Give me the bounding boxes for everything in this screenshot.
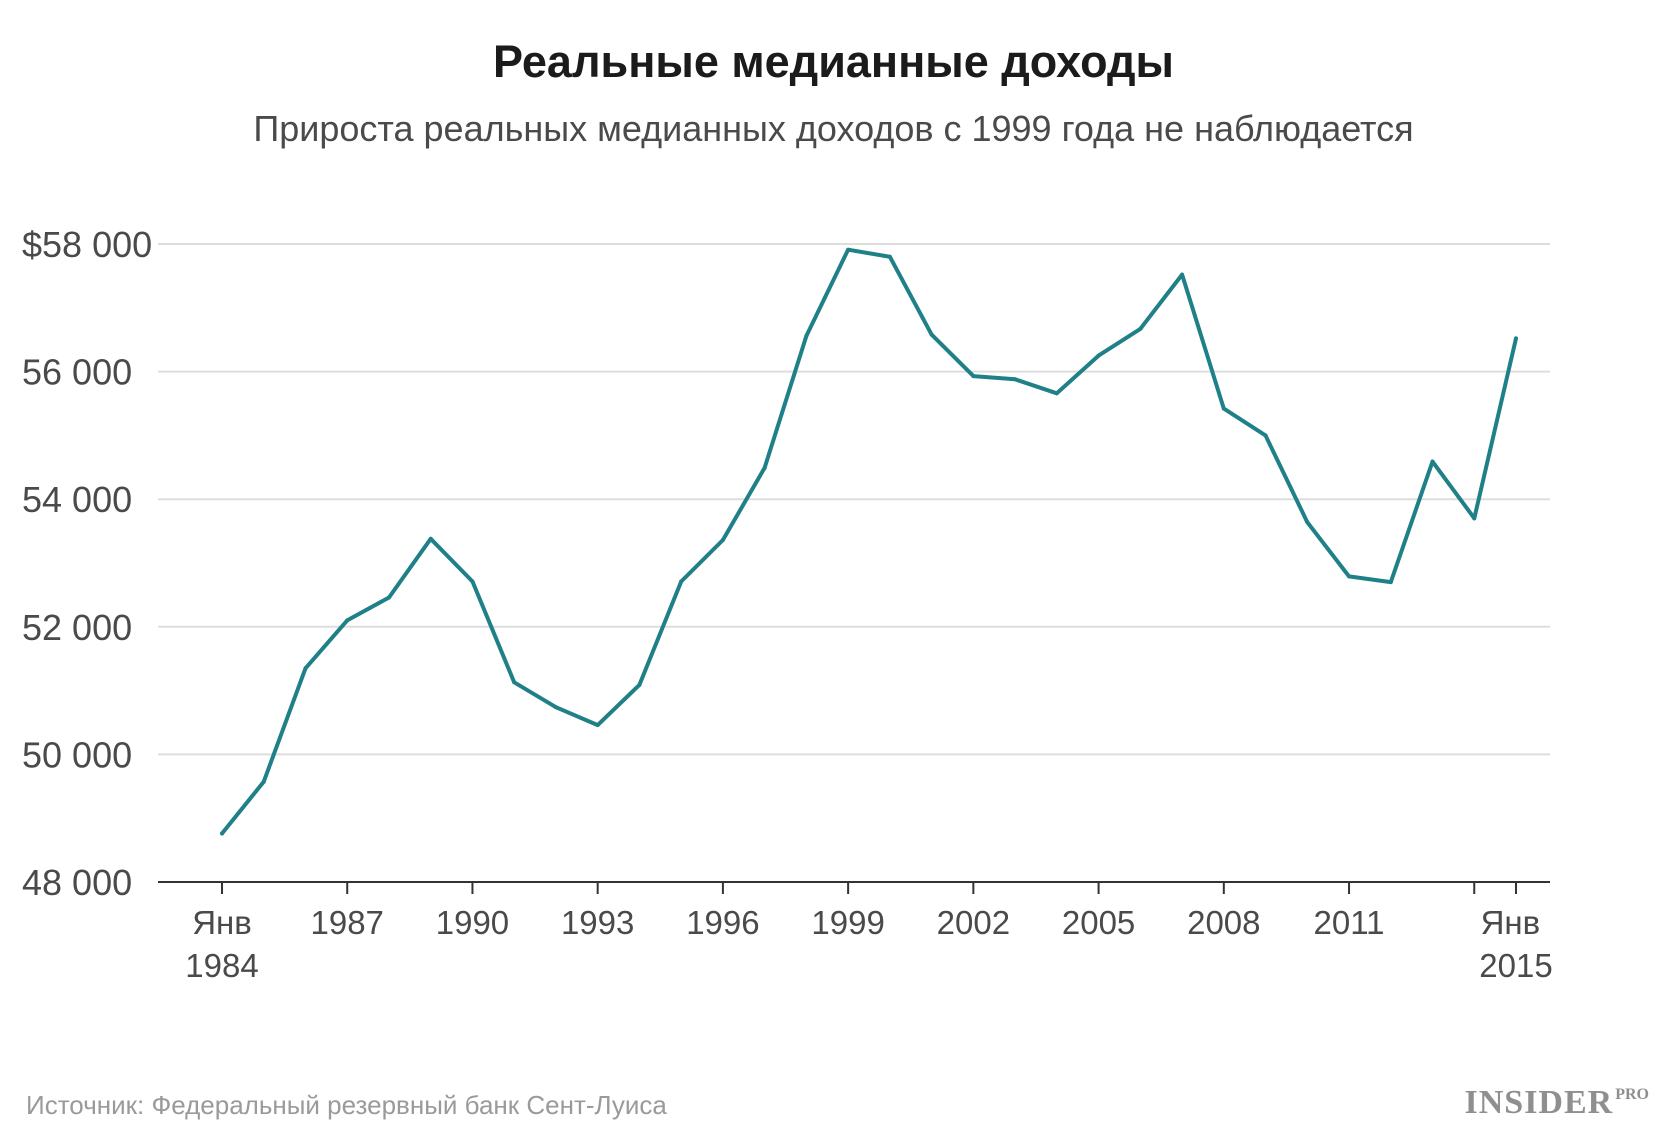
data-point bbox=[929, 332, 934, 337]
x-tick-label: Янв bbox=[1481, 904, 1541, 941]
data-point bbox=[1013, 377, 1018, 382]
data-point bbox=[1388, 580, 1393, 585]
data-point bbox=[1221, 406, 1226, 411]
data-point bbox=[762, 465, 767, 470]
data-point bbox=[1054, 391, 1059, 396]
data-point bbox=[553, 705, 558, 710]
tick-labels: $58 000 56 000 54 000 52 000 50 000 48 000 Янв… bbox=[22, 224, 1553, 984]
data-point bbox=[512, 680, 517, 685]
x-tick-label: 1999 bbox=[811, 904, 884, 941]
x-tick-label: Янв bbox=[192, 904, 252, 941]
data-point bbox=[846, 247, 851, 252]
x-tick-label-year: 1984 bbox=[185, 947, 258, 984]
insider-pro-logo: INSIDER PRO bbox=[1465, 1084, 1650, 1122]
data-point bbox=[386, 595, 391, 600]
grid-layer bbox=[158, 243, 1550, 883]
data-point bbox=[220, 831, 224, 836]
data-point bbox=[1305, 520, 1310, 525]
data-point bbox=[470, 579, 475, 584]
data-point bbox=[1180, 272, 1185, 277]
x-tick-label: 2008 bbox=[1187, 904, 1260, 941]
data-point bbox=[1347, 574, 1352, 579]
data-point bbox=[345, 618, 350, 623]
source-note: Источник: Федеральный резервный банк Сен… bbox=[26, 1090, 667, 1120]
data-point bbox=[971, 374, 976, 379]
y-tick-label: $58 000 bbox=[22, 224, 152, 265]
data-point bbox=[1096, 353, 1101, 358]
x-tick-label: 2005 bbox=[1062, 904, 1135, 941]
data-point bbox=[1138, 326, 1143, 331]
y-tick-label: 56 000 bbox=[22, 352, 132, 393]
data-point bbox=[1263, 433, 1268, 438]
series-layer bbox=[220, 247, 1518, 836]
data-point bbox=[303, 666, 308, 671]
data-point bbox=[261, 779, 266, 784]
logo-suffix: PRO bbox=[1615, 1086, 1649, 1103]
x-tick-label: 1987 bbox=[311, 904, 384, 941]
data-point bbox=[595, 723, 600, 728]
x-tick-label: 2011 bbox=[1314, 904, 1385, 941]
data-point bbox=[1472, 516, 1477, 521]
x-tick-label: 2002 bbox=[937, 904, 1010, 941]
y-tick-label: 52 000 bbox=[22, 607, 132, 648]
series-line bbox=[220, 247, 1518, 836]
chart-subtitle: Прироста реальных медианных доходов с 19… bbox=[253, 108, 1414, 149]
chart-title: Реальные медианные доходы bbox=[493, 36, 1174, 87]
data-point bbox=[1430, 459, 1435, 464]
x-tick-label: 1996 bbox=[686, 904, 759, 941]
data-point bbox=[887, 254, 892, 259]
data-point bbox=[720, 538, 725, 543]
data-point bbox=[428, 536, 433, 541]
y-tick-label: 54 000 bbox=[22, 479, 132, 520]
data-point bbox=[679, 579, 684, 584]
data-point bbox=[804, 333, 809, 338]
x-tick-label: 1990 bbox=[436, 904, 509, 941]
x-tick-label: 1993 bbox=[561, 904, 634, 941]
data-point bbox=[637, 682, 642, 687]
data-point bbox=[1514, 336, 1518, 341]
x-axis bbox=[221, 882, 1517, 894]
y-tick-label: 48 000 bbox=[22, 862, 132, 903]
x-tick-label-year: 2015 bbox=[1479, 947, 1552, 984]
logo-main: INSIDER bbox=[1464, 1084, 1614, 1121]
y-tick-label: 50 000 bbox=[22, 734, 132, 775]
